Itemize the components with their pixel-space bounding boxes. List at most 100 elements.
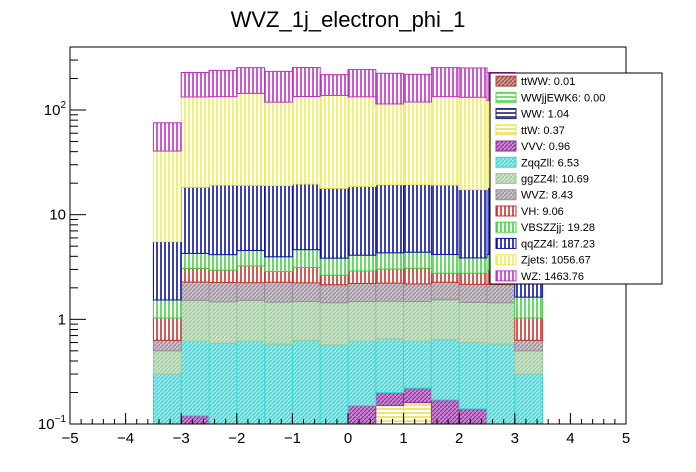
legend-swatch-ttw xyxy=(495,124,517,136)
bar-zjets-10 xyxy=(430,96,460,186)
y-tick-label: 10−1 xyxy=(38,414,67,433)
bar-vvv-1 xyxy=(180,415,210,425)
x-tick-label: 4 xyxy=(566,430,574,447)
bar-qqzz4l-11 xyxy=(458,189,488,259)
bar-zjets-9 xyxy=(403,101,432,186)
x-tick-label: −2 xyxy=(228,430,245,447)
bar-vh-7 xyxy=(347,270,377,284)
legend-label-qqzz4l: qqZZ4l: 187.23 xyxy=(521,238,595,250)
bar-zjets-1 xyxy=(180,96,210,188)
legend-label-ttww: ttWW: 0.01 xyxy=(521,76,575,88)
bar-vh-4 xyxy=(264,271,293,283)
bar-wvz-10 xyxy=(430,281,460,301)
bar-vh-13 xyxy=(514,317,544,341)
bar-vbszzjj-4 xyxy=(264,256,293,273)
bar-wvz-13 xyxy=(514,339,544,352)
bar-vbszzjj-6 xyxy=(319,257,349,276)
legend-swatch-ggzz4l xyxy=(495,173,517,184)
x-tick-label: 0 xyxy=(344,430,352,447)
x-tick-label: 1 xyxy=(399,430,407,447)
bar-wvz-9 xyxy=(403,283,432,303)
legend-swatch-ttww xyxy=(495,75,517,87)
bar-zqqzll-7 xyxy=(347,340,377,407)
bar-vvv-7 xyxy=(347,405,377,425)
bar-zjets-11 xyxy=(458,96,488,191)
y-tick-label: 1 xyxy=(58,311,66,328)
x-tick-label: −5 xyxy=(61,430,78,447)
bar-vh-9 xyxy=(403,267,432,285)
bar-zqqzll-4 xyxy=(264,343,293,425)
bar-ggzz4l-4 xyxy=(264,301,293,345)
bar-vh-10 xyxy=(430,272,460,283)
legend-swatch-wvz xyxy=(495,189,517,201)
bar-qqzz4l-10 xyxy=(430,184,460,256)
bar-wvz-11 xyxy=(458,283,488,303)
bar-ggzz4l-3 xyxy=(236,299,266,342)
bar-vbszzjj-7 xyxy=(347,254,377,272)
legend-swatch-wwjjewk6 xyxy=(495,91,517,103)
bar-ggzz4l-10 xyxy=(430,299,460,341)
legend-label-ggzz4l: ggZZ4l: 10.69 xyxy=(521,174,589,186)
bar-zqqzll-13 xyxy=(514,373,544,425)
bar-ggzz4l-11 xyxy=(458,301,488,344)
bar-wz-9 xyxy=(403,73,432,103)
legend-swatch-zqqzll xyxy=(495,156,517,168)
legend-label-vbszzjj: VBSZZjj: 19.28 xyxy=(521,222,595,234)
legend-swatch-vvv xyxy=(495,140,517,152)
legend: ttWW: 0.01 WWjjEWK6: 0.00 WW: 1.04 ttW: 0.3… xyxy=(489,72,663,285)
bar-wz-2 xyxy=(208,69,238,98)
legend-swatch-vh xyxy=(495,205,517,217)
bar-vh-2 xyxy=(208,269,238,283)
bar-vbszzjj-0 xyxy=(152,299,182,319)
legend-swatch-zjets xyxy=(495,254,517,266)
bar-ggzz4l-7 xyxy=(347,301,377,342)
bar-zqqzll-6 xyxy=(319,344,349,425)
series-ggzz4l xyxy=(152,299,544,375)
bar-qqzz4l-1 xyxy=(180,186,210,254)
bar-wvz-0 xyxy=(152,339,182,352)
bar-zqqzll-11 xyxy=(458,342,488,410)
bar-vbszzjj-13 xyxy=(514,296,544,319)
bar-ttw-8 xyxy=(375,405,405,425)
bar-vh-5 xyxy=(291,266,321,284)
series-zqqzll xyxy=(152,338,544,425)
bar-vbszzjj-5 xyxy=(291,249,321,268)
bar-zjets-4 xyxy=(264,101,293,187)
bar-wvz-1 xyxy=(180,281,210,301)
legend-swatch-ww xyxy=(495,108,517,120)
legend-swatch-vbszzjj xyxy=(495,221,517,233)
bar-qqzz4l-8 xyxy=(375,184,405,254)
bar-wz-3 xyxy=(236,67,266,94)
bar-wvz-6 xyxy=(319,284,349,304)
legend-label-wwjjewk6: WWjjEWK6: 0.00 xyxy=(521,92,605,104)
x-tick-label: 2 xyxy=(455,430,463,447)
bar-vbszzjj-3 xyxy=(236,250,266,267)
legend-label-zjets: Zjets: 1056.67 xyxy=(521,255,591,267)
bar-vbszzjj-8 xyxy=(375,252,405,270)
bar-vbszzjj-1 xyxy=(180,252,210,269)
bar-zqqzll-10 xyxy=(430,339,460,401)
x-tick-label: 3 xyxy=(511,430,519,447)
bar-ggzz4l-1 xyxy=(180,299,210,342)
bar-vh-8 xyxy=(375,268,405,284)
bar-vbszzjj-2 xyxy=(208,254,238,271)
x-tick-label: −1 xyxy=(284,430,301,447)
legend-swatch-qqzz4l xyxy=(495,237,517,249)
bar-ggzz4l-5 xyxy=(291,301,321,341)
bar-vvv-9 xyxy=(403,387,432,404)
bar-wvz-8 xyxy=(375,282,405,302)
bar-ggzz4l-6 xyxy=(319,302,349,346)
bar-ttw-9 xyxy=(403,402,432,425)
bar-zjets-8 xyxy=(375,103,405,186)
bar-wz-7 xyxy=(347,69,377,98)
bar-zjets-3 xyxy=(236,92,266,186)
legend-label-ttw: ttW: 0.37 xyxy=(521,125,565,137)
bar-vh-6 xyxy=(319,274,349,286)
bar-qqzz4l-6 xyxy=(319,187,349,259)
bar-zqqzll-5 xyxy=(291,339,321,425)
bar-wvz-4 xyxy=(264,281,293,303)
bar-zqqzll-3 xyxy=(236,340,266,425)
bar-vvv-11 xyxy=(458,408,488,425)
legend-label-wvz: WVZ: 8.43 xyxy=(521,190,573,202)
